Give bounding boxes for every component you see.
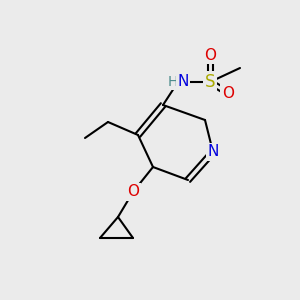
Text: O: O xyxy=(222,85,234,100)
Text: O: O xyxy=(204,47,216,62)
Text: H: H xyxy=(168,75,178,89)
Text: O: O xyxy=(127,184,139,200)
Text: N: N xyxy=(177,74,189,89)
Text: S: S xyxy=(205,73,215,91)
Text: N: N xyxy=(207,145,219,160)
